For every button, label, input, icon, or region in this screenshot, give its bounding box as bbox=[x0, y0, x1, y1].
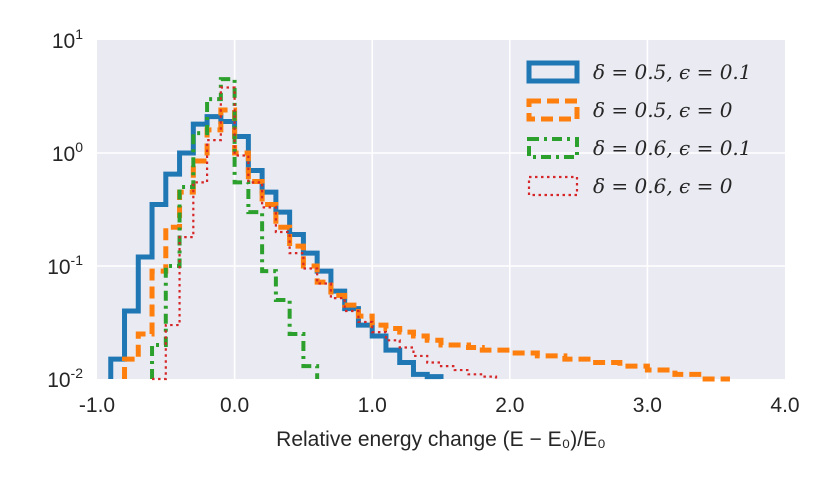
series-3-histogram bbox=[150, 77, 320, 379]
legend-label: δ = 0.5, ϵ = 0 bbox=[593, 98, 733, 122]
y-tick-label: 10-2 bbox=[47, 365, 83, 392]
x-tick-label: -1.0 bbox=[79, 394, 115, 417]
series-layer bbox=[108, 77, 730, 382]
y-tick-label: 100 bbox=[52, 139, 83, 166]
x-tick-label: 1.0 bbox=[358, 394, 387, 417]
x-tick-label: 0.0 bbox=[220, 394, 249, 417]
y-tick-labels: 101 100 10-1 10-2 bbox=[47, 26, 83, 392]
legend-label: δ = 0.6, ϵ = 0 bbox=[593, 174, 733, 198]
legend-swatch bbox=[527, 137, 579, 159]
x-tick-label: 4.0 bbox=[770, 394, 799, 417]
legend: δ = 0.5, ϵ = 0.1 δ = 0.5, ϵ = 0 δ = 0.6, ϵ… bbox=[526, 60, 752, 198]
y-tick-label: 10-1 bbox=[47, 252, 83, 279]
legend-label: δ = 0.6, ϵ = 0.1 bbox=[593, 136, 752, 160]
legend-swatch bbox=[527, 175, 579, 197]
x-tick-label: 2.0 bbox=[495, 394, 524, 417]
x-tick-labels: -1.0 0.0 1.0 2.0 3.0 4.0 bbox=[79, 394, 800, 417]
x-axis-label: Relative energy change (E − E₀)/E₀ bbox=[276, 428, 606, 451]
legend-swatch bbox=[526, 98, 580, 122]
y-tick-label: 101 bbox=[52, 26, 83, 53]
plot-background bbox=[97, 40, 785, 379]
series-4-histogram bbox=[152, 86, 498, 381]
legend-swatch bbox=[526, 60, 580, 84]
x-tick-label: 3.0 bbox=[633, 394, 662, 417]
grid-lines bbox=[97, 40, 785, 379]
legend-label: δ = 0.5, ϵ = 0.1 bbox=[593, 60, 752, 84]
